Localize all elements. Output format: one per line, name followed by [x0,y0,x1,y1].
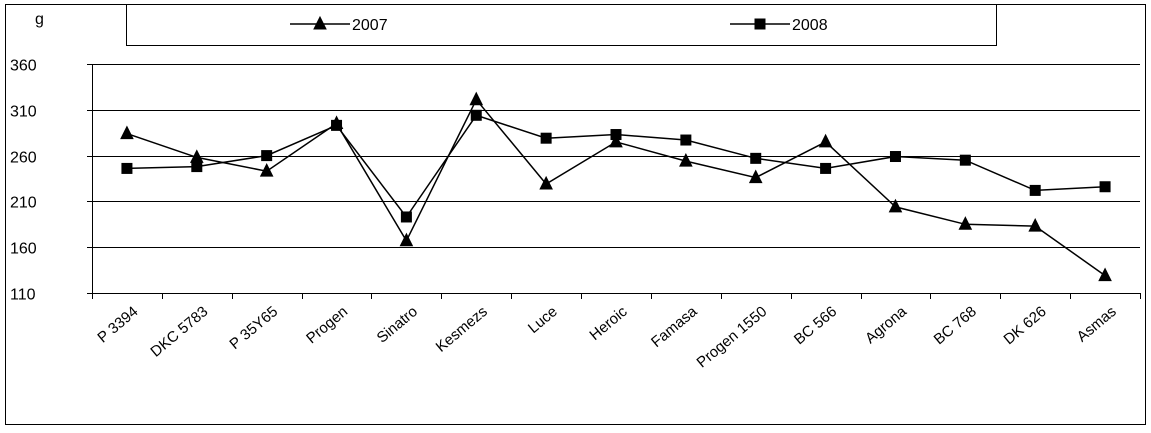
data-point-2008 [959,154,971,166]
y-tick-label: 310 [10,104,37,121]
data-point-2008 [540,132,552,144]
data-point-2008 [331,119,343,131]
data-point-2007 [259,163,274,177]
legend-marker-2007 [313,15,327,30]
y-tick-label: 260 [10,150,37,167]
data-point-2008 [121,162,133,174]
data-point-2007 [120,125,134,140]
data-point-2008 [680,134,692,146]
data-point-2007 [399,232,414,247]
data-point-2007 [539,175,553,190]
data-point-2008 [1029,184,1041,196]
data-point-2008 [261,150,273,162]
data-point-2008 [400,211,412,223]
y-tick-label: 210 [10,195,37,212]
data-point-2007 [1028,218,1043,232]
data-point-2008 [610,129,622,141]
data-point-2008 [470,109,482,121]
data-point-2008 [1099,181,1111,193]
data-point-2007 [609,133,623,148]
data-point-2008 [750,152,762,164]
y-tick-label: 360 [10,58,37,75]
data-point-2008 [889,151,901,163]
data-point-2007 [958,216,973,230]
chart-frame [5,4,1146,425]
y-axis-label: g [35,11,44,28]
legend-box [126,4,997,46]
data-point-2008 [820,162,832,174]
data-point-2007 [888,198,903,213]
legend-marker-2008 [754,18,766,30]
y-tick-label: 160 [10,241,37,258]
data-point-2008 [191,161,203,173]
legend-label-2008: 2008 [792,17,828,34]
data-point-2007 [1098,267,1112,282]
data-point-2007 [818,133,833,148]
data-point-2007 [748,169,763,184]
data-point-2007 [469,91,484,106]
data-point-2007 [679,152,693,167]
y-tick-label: 110 [10,287,36,304]
legend-label-2007: 2007 [352,17,388,34]
